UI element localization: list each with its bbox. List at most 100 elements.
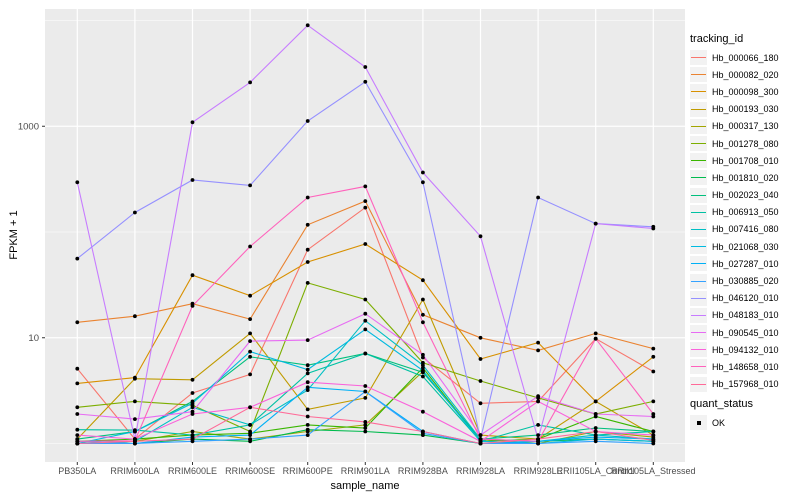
legend-color-line-icon: [691, 108, 706, 110]
legend-title-quant-status: quant_status: [690, 398, 753, 410]
legend-key-box: [690, 170, 707, 186]
legend-key-box: [690, 204, 707, 220]
legend-item-Hb_090545_010: Hb_090545_010: [690, 324, 779, 341]
x-tick-label: RRIM600LE: [168, 466, 217, 476]
legend-color-line-icon: [691, 297, 706, 299]
legend-key-box: [690, 136, 707, 152]
x-tick-label: PB350LA: [58, 466, 96, 476]
legend-item-label: Hb_001708_010: [712, 155, 779, 166]
legend-item-Hb_046120_010: Hb_046120_010: [690, 290, 779, 307]
legend-item-label: Hb_000098_300: [712, 86, 779, 97]
legend-item-Hb_000317_130: Hb_000317_130: [690, 118, 779, 135]
x-tick-label: RRIM600PE: [283, 466, 333, 476]
legend-color-line-icon: [691, 91, 706, 93]
legend-color-line-icon: [691, 57, 706, 59]
y-tick-label: 10: [28, 333, 39, 344]
axes: 10 1000 PB350LA RRIM600LA RRIM600LE RRIM600SE…: [18, 121, 696, 476]
legend-key-box: [690, 221, 707, 237]
legend-item-Hb_001278_080: Hb_001278_080: [690, 135, 779, 152]
legend-key-box: [690, 415, 707, 431]
legend-item-label: Hb_002023_040: [712, 190, 779, 201]
legend-item-label: Hb_006913_050: [712, 207, 779, 218]
legend-color-line-icon: [691, 366, 706, 368]
legend-item-Hb_027287_010: Hb_027287_010: [690, 255, 779, 272]
legend-key-box: [690, 101, 707, 117]
legend-key-box: [690, 325, 707, 341]
legend-key-box: [690, 307, 707, 323]
legend-key-box: [690, 239, 707, 255]
legend-color-line-icon: [691, 211, 706, 213]
legend-key-box: [690, 187, 707, 203]
legend-color-line-icon: [691, 194, 706, 196]
legend-item-Hb_094132_010: Hb_094132_010: [690, 341, 779, 358]
x-tick-label: RRIM600LA: [110, 466, 159, 476]
legend-key-box: [690, 342, 707, 358]
x-axis-title: sample_name: [330, 480, 400, 492]
x-tick-label: RRIM928LA: [456, 466, 505, 476]
legend-key-box: [690, 376, 707, 392]
legend-color-line-icon: [691, 228, 706, 230]
x-tick-label: RRII105LA_Control: [557, 466, 635, 476]
legend-color-line-icon: [691, 349, 706, 351]
legend-item-label: Hb_027287_010: [712, 258, 779, 269]
legend-color-line-icon: [691, 246, 706, 248]
legend-item-label: Hb_094132_010: [712, 344, 779, 355]
x-tick-label: RRIM901LA: [341, 466, 390, 476]
legend-color-line-icon: [691, 74, 706, 76]
legend-color-line-icon: [691, 143, 706, 145]
legend-color-line-icon: [691, 160, 706, 162]
point-marker-icon: [696, 420, 701, 425]
legend-item-label: Hb_000317_130: [712, 121, 779, 132]
legend-item-Hb_007416_080: Hb_007416_080: [690, 221, 779, 238]
legend-item-label: OK: [712, 417, 726, 428]
legend-item-label: Hb_000066_180: [712, 52, 779, 63]
legend-item-Hb_000082_020: Hb_000082_020: [690, 66, 779, 83]
legend-key-box: [690, 84, 707, 100]
legend-item-Hb_001708_010: Hb_001708_010: [690, 152, 779, 169]
legend-item-label: Hb_000193_030: [712, 104, 779, 115]
legend-item-Hb_001810_020: Hb_001810_020: [690, 169, 779, 186]
legend-title-tracking-id: tracking_id: [690, 33, 744, 45]
legend-key-box: [690, 153, 707, 169]
legend-key-box: [690, 290, 707, 306]
legend-item-label: Hb_001278_080: [712, 138, 779, 149]
legend-item-Hb_048183_010: Hb_048183_010: [690, 307, 779, 324]
legend-key-box: [690, 359, 707, 375]
legend-item-ok: OK: [690, 414, 725, 431]
legend-item-label: Hb_030885_020: [712, 276, 779, 287]
legend-key-box: [690, 50, 707, 66]
legend-key-box: [690, 273, 707, 289]
legend-item-label: Hb_090545_010: [712, 327, 779, 338]
legend-color-line-icon: [691, 263, 706, 265]
y-tick-label: 1000: [18, 121, 39, 132]
legend-item-Hb_000066_180: Hb_000066_180: [690, 49, 779, 66]
legend-item-label: Hb_148658_010: [712, 361, 779, 372]
legend-item-Hb_002023_040: Hb_002023_040: [690, 187, 779, 204]
legend-item-label: Hb_000082_020: [712, 69, 779, 80]
legend-item-Hb_030885_020: Hb_030885_020: [690, 272, 779, 289]
legend-color-line-icon: [691, 383, 706, 385]
legend-item-label: Hb_046120_010: [712, 293, 779, 304]
legend-color-line-icon: [691, 332, 706, 334]
legend-key-box: [690, 256, 707, 272]
legend-color-line-icon: [691, 177, 706, 179]
legend-color-line-icon: [691, 280, 706, 282]
x-tick-label: RRIM928LE: [514, 466, 563, 476]
x-tick-label: RRII105LA_Stressed: [611, 466, 696, 476]
y-axis-title: FPKM + 1: [8, 210, 20, 260]
legend-item-Hb_006913_050: Hb_006913_050: [690, 204, 779, 221]
legend-item-Hb_000193_030: Hb_000193_030: [690, 101, 779, 118]
legend-item-Hb_021068_030: Hb_021068_030: [690, 238, 779, 255]
quant-status-legend-items: OK: [690, 414, 725, 431]
legend-color-line-icon: [691, 125, 706, 127]
legend-item-label: Hb_157968_010: [712, 379, 779, 390]
legend-key-box: [690, 118, 707, 134]
legend-color-line-icon: [691, 314, 706, 316]
legend-item-label: Hb_021068_030: [712, 241, 779, 252]
legend-item-label: Hb_007416_080: [712, 224, 779, 235]
x-tick-label: RRIM928BA: [398, 466, 448, 476]
legend-item-Hb_157968_010: Hb_157968_010: [690, 376, 779, 393]
legend-item-label: Hb_001810_020: [712, 172, 779, 183]
legend-key-box: [690, 67, 707, 83]
